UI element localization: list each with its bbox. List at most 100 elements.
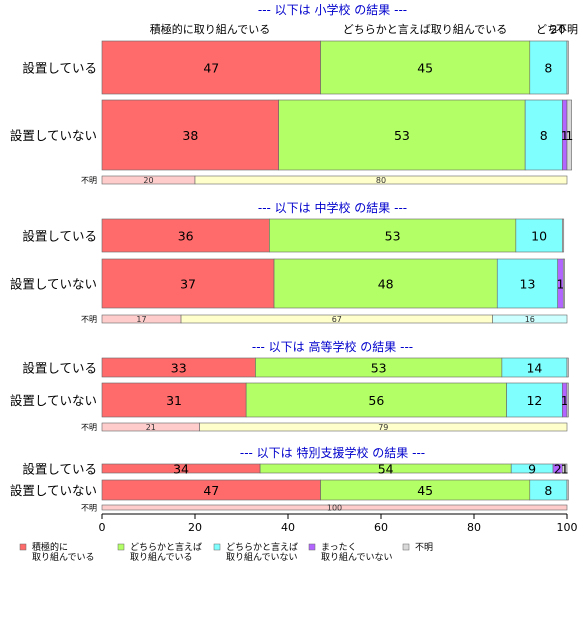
bar-segment-1-3-2 [194, 175, 568, 185]
bar-label-1-3-1: 20 [143, 176, 153, 185]
legend-swatch-5 [402, 543, 410, 551]
bar-segment-4-3-1 [101, 504, 568, 511]
bar-segment-3-2-5 [566, 382, 569, 418]
bar-label-2-2-1: 37 [180, 277, 196, 292]
bar-label-4-1-1: 34 [173, 462, 189, 477]
bar-segment-4-2-5 [566, 479, 569, 501]
bar-label-3-2-2: 56 [368, 393, 384, 408]
x-tick-label-5: 80 [467, 521, 481, 534]
bar-label-3-2-1: 31 [166, 393, 182, 408]
legend-label-4-line2: 取り組んでいない [321, 551, 393, 563]
bar-label-4-2-2: 45 [417, 483, 433, 498]
bar-label-2-1-1: 36 [178, 229, 194, 244]
bar-label-2-1-3: 10 [531, 229, 547, 244]
bar-label-3-1-1: 33 [171, 361, 187, 376]
row-label-2-1: 設置している [22, 229, 97, 244]
bar-segment-1-1-1 [101, 40, 321, 95]
row-label-4-2: 設置していない [10, 483, 97, 498]
bar-label-1-2-4: 1 [561, 128, 569, 143]
bar-segment-2-2-3 [496, 258, 559, 309]
legend-label-4-line1: まったく [321, 542, 357, 553]
bar-label-3-1-3: 14 [526, 361, 542, 376]
bar-label-1-2-1: 38 [182, 128, 198, 143]
legend-swatch-3 [213, 543, 221, 551]
category-header-2: どちらかと言えば取り組んでいる [343, 23, 507, 36]
bar-label-4-1-2: 54 [378, 462, 394, 477]
bar-label-4-1-3: 9 [528, 462, 536, 477]
legend-label-2-line2: 取り組んでいる [130, 551, 193, 563]
row-label-1-2: 設置していない [10, 128, 97, 143]
extra-label-1-1-2: 0 [559, 23, 566, 36]
section-title-4: --- 以下は 特別支援学校 の結果 --- [240, 445, 425, 460]
legend-swatch-1 [19, 543, 27, 551]
bar-label-1-2-3: 8 [540, 128, 548, 143]
legend-label-3-line1: どちらかと言えば [226, 541, 298, 553]
bar-segment-2-1-5 [562, 218, 565, 253]
bar-label-2-2-4: 1 [557, 277, 565, 292]
legend-label-1-line1: 積極的に [32, 541, 68, 553]
legend-label-2-line1: どちらかと言えば [130, 541, 202, 553]
legend-swatch-2 [117, 543, 125, 551]
bar-label-1-3-2: 80 [376, 176, 386, 185]
bar-label-2-3-1: 17 [136, 315, 146, 324]
row-label-3-2: 設置していない [10, 393, 97, 408]
section-title-2: --- 以下は 中学校 の結果 --- [258, 200, 407, 215]
row-label-1-3: 不明 [81, 176, 97, 185]
bar-segment-3-3-2 [199, 422, 568, 432]
category-header-1: 積極的に取り組んでいる [150, 22, 270, 36]
bar-segment-4-1-5 [562, 463, 568, 474]
bar-label-2-1-2: 53 [385, 229, 401, 244]
row-label-2-3: 不明 [81, 315, 97, 324]
bar-segment-3-2-3 [506, 382, 563, 418]
bar-segment-1-2-1 [101, 99, 279, 171]
bar-segment-1-2-5 [566, 99, 572, 171]
bar-label-4-2-3: 8 [544, 483, 552, 498]
bar-label-2-3-2: 67 [332, 315, 342, 324]
bar-label-1-1-2: 45 [417, 61, 433, 76]
bar-label-1-1-3: 8 [544, 61, 552, 76]
x-tick-label-2: 20 [188, 521, 202, 534]
x-tick-label-6: 100 [557, 521, 578, 534]
bar-label-1-2-2: 53 [394, 128, 410, 143]
bar-label-2-2-2: 48 [378, 277, 394, 292]
row-label-2-2: 設置していない [10, 277, 97, 292]
bar-segment-3-2-1 [101, 382, 247, 418]
extra-label-1-1-1: 2 [551, 23, 558, 36]
bar-label-3-2-3: 12 [526, 393, 542, 408]
legend-label-1-line2: 取り組んでいる [32, 551, 95, 563]
bar-label-3-3-2: 79 [378, 423, 388, 432]
legend-swatch-4 [308, 543, 316, 551]
bar-segment-1-2-2 [278, 99, 526, 171]
bar-segment-2-1-3 [515, 218, 563, 253]
bar-segment-2-2-1 [101, 258, 275, 309]
legend-label-5-line1: 不明 [415, 542, 433, 553]
bar-label-1-1-1: 47 [203, 61, 219, 76]
bar-segment-1-1-3 [529, 40, 568, 95]
bar-label-4-1-4: 2 [554, 462, 562, 477]
bar-label-2-3-3: 16 [525, 315, 535, 324]
bar-segment-2-2-5 [562, 258, 565, 309]
legend-label-3-line2: 取り組んでいない [226, 551, 298, 563]
x-tick-label-3: 40 [281, 521, 295, 534]
bar-segment-2-3-3 [492, 314, 568, 324]
row-label-4-1: 設置している [22, 462, 97, 477]
bar-label-2-2-3: 13 [520, 277, 536, 292]
bar-segment-2-1-1 [101, 218, 270, 253]
category-header-4: 不明 [556, 23, 578, 36]
section-title-3: --- 以下は 高等学校 の結果 --- [252, 339, 413, 354]
category-header-3: どち [536, 23, 558, 36]
bar-label-3-3-1: 21 [146, 423, 156, 432]
bar-label-1-2-5: 1 [565, 128, 573, 143]
bar-label-4-1-5: 1 [561, 462, 569, 477]
bar-label-3-2-4: 1 [561, 393, 569, 408]
row-label-1-1: 設置している [22, 61, 97, 76]
bar-label-4-3-1: 100 [327, 504, 342, 513]
bar-segment-1-2-3 [524, 99, 563, 171]
bar-segment-3-2-2 [245, 382, 507, 418]
section-title-1: --- 以下は 小学校 の結果 --- [258, 2, 407, 17]
row-label-4-3: 不明 [81, 504, 97, 513]
bar-label-3-1-2: 53 [371, 361, 387, 376]
x-tick-label-1: 0 [99, 521, 106, 534]
x-tick-label-4: 60 [374, 521, 388, 534]
